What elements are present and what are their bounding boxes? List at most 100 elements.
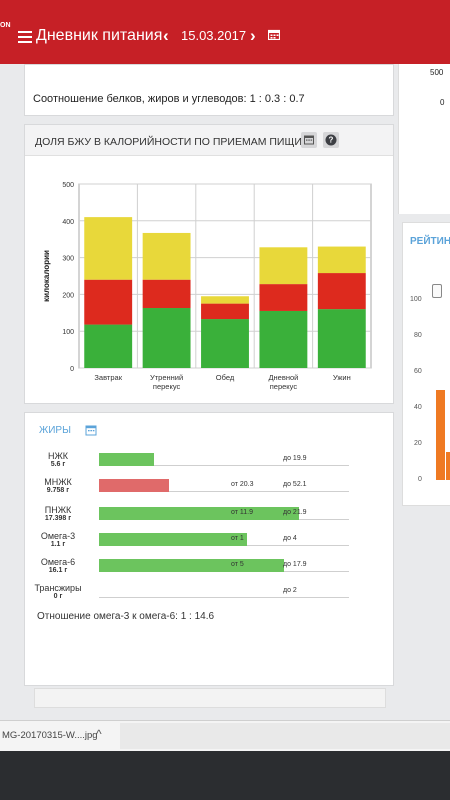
page-title: Дневник питания: [36, 27, 163, 44]
chart-bar: [201, 303, 249, 320]
calendar-icon[interactable]: [301, 132, 317, 148]
fat-rows: НЖК 5.6 г до 19.9 МНЖК 9.758 г от 20.3 до 52.1…: [25, 451, 393, 609]
y-tick: 40: [414, 404, 422, 411]
chart-bar: [84, 217, 133, 280]
question-icon: ?: [325, 134, 337, 146]
macro-ratio-text: Соотношение белков, жиров и углеводов: 1…: [33, 93, 305, 105]
menu-icon[interactable]: [18, 31, 32, 43]
y-tick: 80: [414, 332, 422, 339]
x-tick-label: Дневной: [268, 373, 298, 382]
brand-logo: ON: [0, 22, 11, 29]
fat-amount: 5.6 г: [50, 461, 66, 468]
chart-bar: [259, 310, 308, 368]
fat-row: Омега-6 16.1 г от 5 до 17.9: [25, 557, 393, 581]
fat-max-label: до 52.1: [283, 481, 307, 488]
chart-bar: [317, 273, 366, 310]
y-tick-label: 100: [62, 329, 74, 336]
y-tick: 20: [414, 440, 422, 447]
chart-bar: [259, 247, 308, 285]
chart-title: ДОЛЯ БЖУ В КАЛОРИЙНОСТИ ПО ПРИЕМАМ ПИЩИ: [35, 136, 302, 148]
fat-amount: 9.758 г: [46, 487, 70, 494]
chart-bar: [201, 296, 249, 304]
right-panel-slider-handle[interactable]: [432, 284, 442, 298]
chart-bar: [142, 232, 191, 280]
fat-max-label: до 21.9: [283, 509, 307, 516]
fat-name: МНЖК: [44, 477, 72, 487]
right-side-panel: 500 0 РЕЙТИН 100 80 60 40 20 0: [398, 64, 450, 506]
right-panel-value-zero: 0: [440, 98, 445, 107]
fat-bar: [99, 507, 299, 520]
chart-bar: [142, 279, 191, 309]
chart-bar: [84, 324, 133, 368]
chevron-right-icon[interactable]: ›: [250, 26, 256, 45]
y-tick: 100: [410, 296, 422, 303]
chart-bar: [201, 319, 249, 368]
x-tick-label: Ужин: [333, 373, 351, 382]
fat-baseline: [99, 597, 349, 598]
fat-min-label: от 1: [231, 535, 244, 542]
app-screen: ON Дневник питания ‹ 15.03.2017 › 500 0 …: [0, 0, 450, 720]
fat-min-label: от 11.9: [231, 509, 253, 516]
fat-baseline: [99, 491, 349, 492]
y-tick-label: 400: [62, 219, 74, 226]
x-tick-label: Обед: [216, 373, 235, 382]
chart-bar: [317, 309, 366, 368]
fat-amount: 1.1 г: [50, 541, 66, 548]
fat-name: Омега-3: [40, 531, 76, 541]
fat-amount: 16.1 г: [48, 567, 68, 574]
fat-min-label: от 20.3: [231, 481, 254, 488]
fat-name: ПНЖК: [44, 505, 72, 515]
fat-name: Трансжиры: [34, 583, 82, 593]
x-tick-label: перекус: [153, 382, 181, 391]
fat-bar: [99, 453, 154, 466]
y-axis-label: килокалории: [42, 250, 51, 302]
ratio-card: Соотношение белков, жиров и углеводов: 1…: [24, 64, 394, 116]
fat-bar: [99, 559, 284, 572]
chart-card-header: ДОЛЯ БЖУ В КАЛОРИЙНОСТИ ПО ПРИЕМАМ ПИЩИ …: [25, 125, 393, 156]
y-tick-label: 0: [70, 366, 74, 373]
fat-amount: 0 г: [53, 593, 63, 600]
fat-max-label: до 19.9: [283, 455, 307, 462]
fat-name: НЖК: [47, 451, 69, 461]
chevron-up-icon[interactable]: ^: [96, 727, 102, 741]
fat-bar: [99, 533, 247, 546]
y-tick: 0: [418, 476, 422, 483]
right-panel-value-top: 500: [430, 68, 444, 77]
x-tick-label: перекус: [270, 382, 298, 391]
date-display[interactable]: 15.03.2017: [181, 28, 247, 43]
calendar-icon[interactable]: [85, 424, 97, 436]
fats-title: ЖИРЫ: [39, 425, 71, 436]
chevron-left-icon[interactable]: ‹: [163, 26, 169, 45]
download-bar-area: [120, 723, 450, 749]
macro-chart-card: ДОЛЯ БЖУ В КАЛОРИЙНОСТИ ПО ПРИЕМАМ ПИЩИ …: [24, 124, 394, 404]
right-panel-bar: [446, 452, 450, 480]
fat-max-label: до 2: [283, 587, 297, 594]
right-panel-tab[interactable]: РЕЙТИН: [410, 236, 450, 247]
fat-min-label: от 5: [231, 561, 244, 568]
fat-name: Омега-6: [40, 557, 76, 567]
fat-max-label: до 4: [283, 535, 297, 542]
fat-row: Трансжиры 0 г до 2: [25, 583, 393, 607]
fats-card: ЖИРЫ НЖК 5.6 г до 19.9 МНЖК 9.758 г от 20.3 до…: [24, 412, 394, 686]
download-file-name[interactable]: MG-20170315-W....jpg: [2, 730, 98, 741]
fat-baseline: [99, 465, 349, 466]
y-tick: 60: [414, 368, 422, 375]
fat-row: МНЖК 9.758 г от 20.3 до 52.1: [25, 477, 393, 501]
x-tick-label: Завтрак: [94, 373, 122, 382]
faded-input-box[interactable]: [34, 688, 386, 708]
calendar-icon[interactable]: [268, 29, 280, 40]
y-tick-label: 500: [62, 182, 74, 189]
chart-bar: [84, 279, 133, 325]
header-bar: ON Дневник питания ‹ 15.03.2017 ›: [0, 0, 450, 64]
svg-text:?: ?: [329, 136, 334, 145]
chart-bar: [259, 284, 308, 311]
help-button[interactable]: ?: [323, 132, 339, 148]
fat-row: НЖК 5.6 г до 19.9: [25, 451, 393, 475]
chart-bar: [142, 308, 191, 368]
y-tick-label: 200: [62, 292, 74, 299]
omega-ratio-text: Отношение омега-3 к омега-6: 1 : 14.6: [37, 611, 215, 622]
y-tick-label: 300: [62, 256, 74, 263]
fat-max-label: до 17.9: [283, 561, 307, 568]
chart-bar: [317, 246, 366, 274]
